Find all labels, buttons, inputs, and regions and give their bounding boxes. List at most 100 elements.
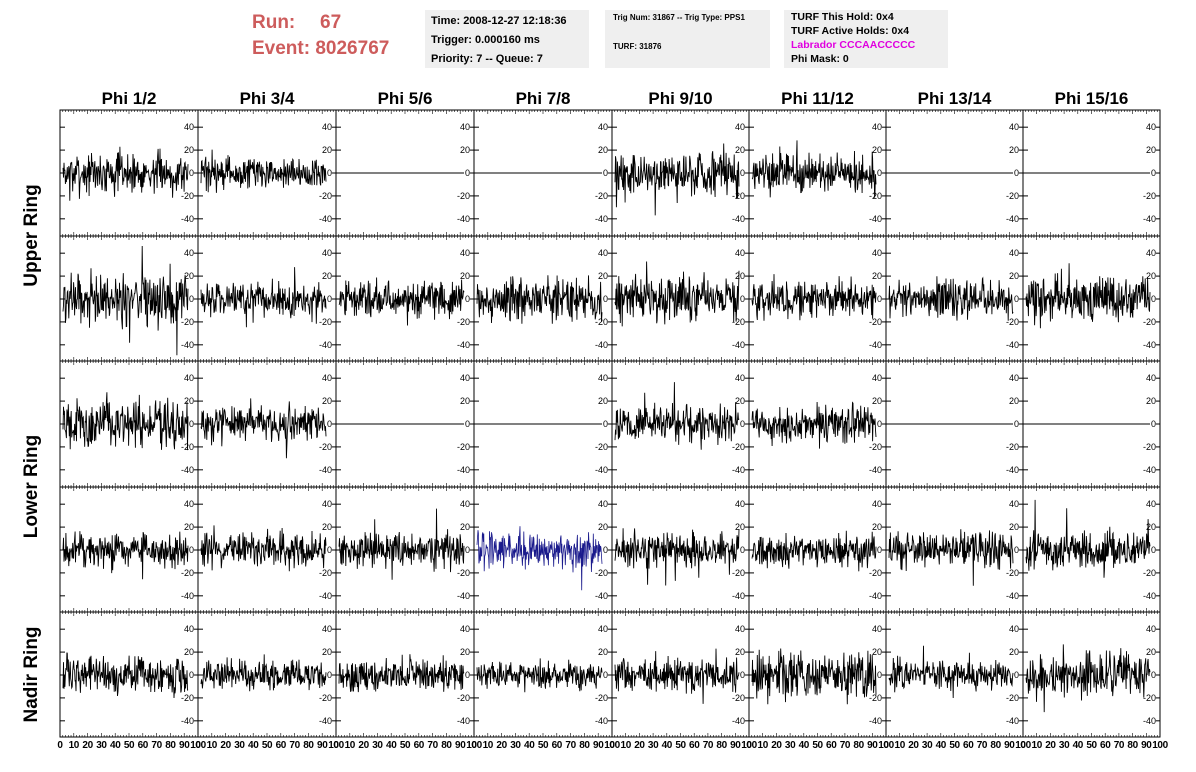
y-tick-label: 40 [460,373,470,383]
y-tick-label: 0 [740,545,745,555]
x-tick-label: 30 [96,740,107,751]
y-tick-label: 0 [327,670,332,680]
y-tick-label: -40 [1143,214,1156,224]
y-tick-label: -20 [595,191,608,201]
y-tick-label: 0 [603,670,608,680]
run-value: 67 [320,12,342,33]
run-event-label: Run: 67 Event: 8026767 [252,10,412,66]
x-tick-label: 20 [908,740,919,751]
y-tick-label: 0 [603,168,608,178]
x-tick-label: 60 [826,740,837,751]
y-tick-label: -40 [457,340,470,350]
y-tick-label: -40 [732,716,745,726]
y-tick-label: -20 [1006,191,1019,201]
waveform-trace [200,149,327,193]
waveform-trace [200,525,327,572]
run-label: Run: [252,12,296,33]
waveform-trace [614,261,740,327]
y-tick-label: 20 [322,271,332,281]
waveform-trace [614,143,740,216]
x-tick-label: 50 [675,740,686,751]
x-tick-label: 90 [455,740,466,751]
x-tick-label: 80 [990,740,1001,751]
y-tick-label: 20 [872,145,882,155]
y-tick-label: 40 [322,122,332,132]
y-tick-label: 0 [877,670,882,680]
y-tick-label: 40 [1146,122,1156,132]
y-tick-label: -20 [869,693,882,703]
waveform-trace [338,654,465,693]
y-tick-label: 40 [1009,122,1019,132]
y-tick-label: -20 [1143,191,1156,201]
turf-this-hold-text: TURF This Hold: 0x4 [791,11,894,23]
y-tick-label: 0 [327,168,332,178]
y-tick-label: -20 [732,442,745,452]
waveform-trace [62,245,189,356]
x-tick-label: 70 [289,740,300,751]
priority-text: Priority: 7 -- Queue: 7 [431,53,543,65]
waveform-trace [1025,499,1151,578]
y-tick-label: -40 [595,465,608,475]
x-tick-label: 100 [604,740,620,751]
y-tick-label: -20 [319,568,332,578]
x-tick-label: 0 [883,740,889,751]
waveform-trace [62,531,189,580]
x-tick-label: 10 [758,740,769,751]
y-tick-label: 0 [877,419,882,429]
x-tick-label: 100 [741,740,757,751]
trigger-text: Trigger: 0.000160 ms [431,34,540,46]
y-tick-label: -40 [181,465,194,475]
x-tick-label: 100 [1015,740,1031,751]
y-tick-label: -40 [732,340,745,350]
y-tick-label: 40 [322,499,332,509]
x-tick-label: 50 [538,740,549,751]
y-tick-label: -20 [732,191,745,201]
y-tick-label: -40 [181,340,194,350]
x-tick-label: 60 [138,740,149,751]
x-tick-label: 10 [345,740,356,751]
y-tick-label: 0 [1151,670,1156,680]
y-tick-label: -20 [457,317,470,327]
y-tick-label: 40 [1009,624,1019,634]
y-tick-label: 20 [735,271,745,281]
y-tick-label: 40 [184,624,194,634]
x-tick-label: 50 [124,740,135,751]
y-tick-label: 0 [189,419,194,429]
column-header: Phi 3/4 [240,89,295,108]
x-tick-label: 30 [1059,740,1070,751]
y-tick-label: 40 [184,499,194,509]
panel-frame [197,486,337,613]
y-tick-label: 0 [603,545,608,555]
x-tick-label: 50 [949,740,960,751]
y-tick-label: -40 [869,340,882,350]
y-tick-label: 0 [1014,168,1019,178]
y-tick-label: -40 [181,716,194,726]
event-value: 8026767 [315,38,390,59]
x-tick-label: 70 [977,740,988,751]
y-tick-label: 40 [1009,248,1019,258]
y-tick-label: -40 [181,591,194,601]
y-tick-label: 40 [735,373,745,383]
x-tick-label: 30 [510,740,521,751]
x-tick-label: 30 [234,740,245,751]
waveform-trace [888,645,1014,699]
x-tick-label: 40 [662,740,673,751]
x-tick-label: 60 [552,740,563,751]
y-tick-label: 40 [872,499,882,509]
x-tick-label: 40 [524,740,535,751]
time-text: Time: 2008-12-27 12:18:36 [431,15,567,27]
waveform-trace [338,508,465,580]
x-tick-label: 80 [165,740,176,751]
x-tick-label: 100 [1152,740,1168,751]
y-tick-label: 20 [1009,522,1019,532]
x-tick-label: 90 [317,740,328,751]
x-tick-label: 90 [1004,740,1015,751]
x-tick-label: 10 [895,740,906,751]
y-tick-label: -20 [1006,568,1019,578]
x-tick-label: 10 [621,740,632,751]
ring-label: Lower Ring [21,435,42,538]
y-tick-label: 0 [189,545,194,555]
y-tick-label: -40 [457,591,470,601]
y-tick-label: -20 [732,317,745,327]
y-tick-label: -40 [595,214,608,224]
